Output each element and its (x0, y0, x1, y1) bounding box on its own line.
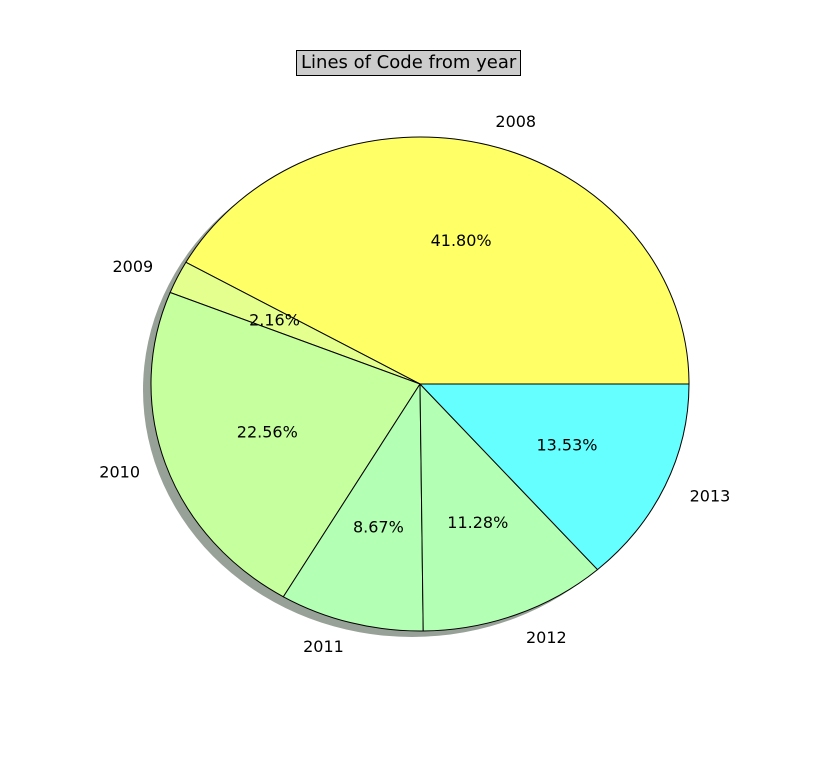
slice-label-2011: 2011 (303, 637, 344, 656)
pie-slice-2008 (185, 136, 690, 385)
pie-slice-2013 (419, 383, 690, 571)
slice-percent-2011: 8.67% (353, 518, 404, 537)
slice-percent-2009: 2.16% (249, 310, 300, 329)
pie-slice-2011 (282, 383, 424, 632)
slice-percent-2013: 13.53% (536, 436, 597, 455)
slice-percent-2010: 22.56% (237, 422, 298, 441)
slice-percent-2008: 41.80% (431, 231, 492, 250)
pie-slice-2012 (419, 383, 599, 632)
slice-label-2013: 2013 (690, 487, 731, 506)
slice-label-2010: 2010 (99, 462, 140, 481)
chart-title: Lines of Code from year (296, 50, 522, 76)
pie-slices (150, 136, 690, 632)
pie-slice-2010 (150, 292, 421, 598)
slice-label-2012: 2012 (526, 628, 567, 647)
slice-label-2008: 2008 (495, 112, 536, 131)
slice-label-2009: 2009 (112, 257, 153, 276)
pie-labels: 2008 41.80% 2009 2.16% 2010 22.56% 2011 8.67% 20… (99, 112, 730, 656)
slice-percent-2012: 11.28% (447, 513, 508, 532)
